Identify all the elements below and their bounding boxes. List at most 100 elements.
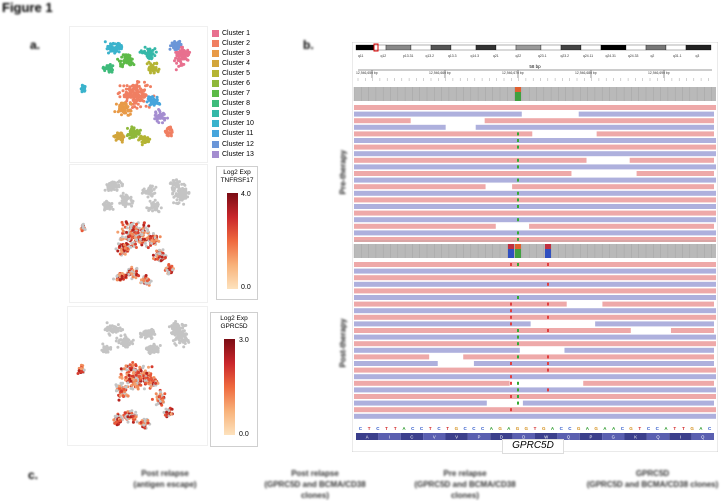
cell-point xyxy=(152,71,156,75)
base-letter: C xyxy=(472,426,476,431)
cell-point xyxy=(140,281,143,284)
cell-point xyxy=(126,133,130,136)
cell-point xyxy=(123,107,127,110)
cell-point xyxy=(134,246,138,249)
scatter-points xyxy=(79,39,192,147)
cell-point xyxy=(107,332,111,336)
cell-point xyxy=(156,402,160,406)
cell-point xyxy=(102,349,106,352)
cell-point xyxy=(81,226,85,229)
cell-point xyxy=(120,45,124,49)
cell-point xyxy=(128,63,132,67)
read-mismatch xyxy=(510,302,512,306)
amino-acid-box xyxy=(467,433,491,440)
cell-point xyxy=(149,337,153,340)
cell-point xyxy=(140,243,144,247)
read xyxy=(354,230,716,236)
legend-label: Cluster 6 xyxy=(222,80,251,88)
cell-point xyxy=(141,136,144,140)
cell-point xyxy=(128,377,132,381)
cell-point xyxy=(80,90,84,94)
read-mismatch xyxy=(517,205,519,208)
cell-point xyxy=(157,108,161,111)
cell-point xyxy=(134,364,138,368)
cytoband-label: q14.3 xyxy=(471,54,480,58)
base-letter: G xyxy=(516,426,520,431)
cell-point xyxy=(116,57,120,61)
read-mismatch xyxy=(510,315,512,319)
cell-point xyxy=(145,371,149,375)
cell-point xyxy=(143,378,147,382)
cell-point xyxy=(181,57,185,61)
cell-point xyxy=(163,256,167,259)
cell-point xyxy=(127,370,131,374)
cell-point xyxy=(152,330,156,334)
chromosome-ideogram xyxy=(355,43,712,52)
cell-point xyxy=(164,407,168,411)
cell-point xyxy=(175,201,178,205)
legend-swatch xyxy=(212,120,219,128)
cell-point xyxy=(119,372,123,376)
read xyxy=(354,387,716,393)
region-width: 58 bp xyxy=(529,64,541,69)
cell-point xyxy=(108,46,112,50)
legend-item: Cluster 3 xyxy=(212,48,284,58)
read-mismatch xyxy=(517,198,519,202)
read xyxy=(583,380,714,386)
cell-point xyxy=(118,95,122,99)
cell-point xyxy=(114,247,118,251)
cell-point xyxy=(150,53,153,57)
cytoband-label: q11 xyxy=(358,54,364,58)
amino-acid-box xyxy=(691,433,714,440)
read xyxy=(354,177,716,183)
cell-point xyxy=(184,53,188,57)
cell-point xyxy=(147,378,151,381)
cell-point xyxy=(143,49,146,53)
cell-point xyxy=(135,384,139,388)
cell-point xyxy=(150,68,154,72)
base-letter: C xyxy=(656,426,660,431)
cell-point xyxy=(171,191,175,195)
cell-point xyxy=(131,275,135,279)
amino-acid-letter: D xyxy=(500,435,503,440)
amino-acid-box xyxy=(535,433,558,440)
cell-point xyxy=(114,138,118,142)
cell-point xyxy=(127,94,131,98)
panel-c-col-4: GPRC5D (GPRC5D and BCMA/CD38 clones) xyxy=(586,469,719,489)
read-mismatch xyxy=(510,395,512,398)
cell-point xyxy=(151,65,155,69)
read-mismatch xyxy=(517,381,519,385)
cell-point xyxy=(184,187,188,191)
cell-point xyxy=(149,85,152,89)
cell-point xyxy=(183,183,187,187)
cytoband-label: q2 xyxy=(651,54,655,58)
cell-point xyxy=(147,365,150,369)
cell-point xyxy=(156,209,160,213)
cell-point xyxy=(139,383,143,387)
cell-point xyxy=(137,274,141,278)
gprc5d-colorbar xyxy=(224,339,235,435)
cell-point xyxy=(173,187,177,190)
gprc5d-colorbar-max: 3.0 xyxy=(239,337,249,344)
base-letter: T xyxy=(534,426,537,431)
read xyxy=(354,204,716,209)
cell-point xyxy=(186,58,190,62)
ruler-tick-label: 12,946,670 bp xyxy=(502,71,524,75)
amino-acid-box xyxy=(579,433,603,440)
read xyxy=(354,164,716,170)
cell-point xyxy=(79,367,83,371)
base-letter: A xyxy=(586,426,590,431)
cell-point xyxy=(129,368,133,372)
cell-point xyxy=(80,229,84,233)
cell-point xyxy=(117,42,121,46)
base-letter: C xyxy=(376,426,380,431)
amino-acid-box xyxy=(356,433,379,440)
cell-point xyxy=(103,206,107,210)
cell-point xyxy=(155,249,159,253)
base-letter: C xyxy=(647,426,651,431)
cell-point xyxy=(177,331,181,334)
panel-c-col-1: Post relapse (antigen escape) xyxy=(133,469,197,489)
cell-point xyxy=(131,232,135,236)
cell-point xyxy=(146,421,150,425)
cell-point xyxy=(139,421,143,424)
